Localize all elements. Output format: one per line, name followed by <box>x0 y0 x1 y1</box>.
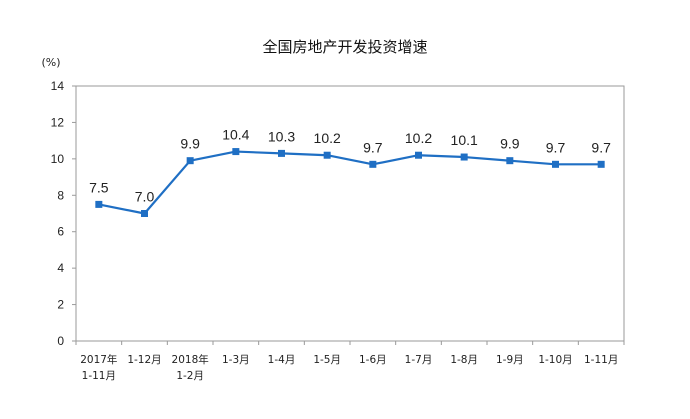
y-tick-label: 8 <box>57 188 64 202</box>
data-point <box>460 153 468 161</box>
data-point <box>278 149 285 157</box>
x-tick-label: 1-5月 <box>313 354 341 366</box>
data-label: 10.4 <box>222 127 249 143</box>
data-label: 7.0 <box>135 189 155 205</box>
x-tick-label: 1-8月 <box>450 354 478 366</box>
x-tick-label: 1-3月 <box>222 354 250 366</box>
y-tick-label: 0 <box>57 334 64 348</box>
x-tick-label: 2017年 <box>80 353 117 366</box>
y-axis-unit: (%) <box>41 56 60 69</box>
chart-title: 全国房地产开发投资增速 <box>262 38 427 56</box>
y-tick-label: 6 <box>57 225 64 239</box>
data-label: 10.2 <box>314 130 341 146</box>
plot-frame <box>75 85 625 342</box>
data-point <box>597 160 605 168</box>
data-label: 10.2 <box>405 130 432 146</box>
data-point <box>186 157 194 165</box>
data-point <box>506 157 514 165</box>
series-line <box>98 150 602 215</box>
data-point <box>95 200 103 208</box>
data-point <box>552 160 559 168</box>
data-label: 9.7 <box>363 139 383 155</box>
x-tick-label: 1-6月 <box>359 354 387 366</box>
data-point <box>323 151 331 159</box>
data-label: 10.1 <box>451 132 478 148</box>
data-label: 9.9 <box>180 136 200 152</box>
plot-area: 0 2 4 6 8 10 12 14 2017年 1-11月 1-12月 2018年 1-2月 1-3月 1… <box>51 79 625 382</box>
x-tick-label: 1-4月 <box>268 354 296 366</box>
data-label: 9.7 <box>546 139 566 155</box>
x-tick-label: 1-11月 <box>584 354 618 366</box>
x-tick-label: 1-2月 <box>176 370 204 382</box>
y-tick-label: 14 <box>51 79 65 93</box>
x-tick-label: 1-12月 <box>127 354 161 366</box>
data-label: 10.3 <box>268 128 295 144</box>
data-point <box>369 160 377 168</box>
y-tick-label: 2 <box>57 298 64 312</box>
data-label: 7.5 <box>89 179 109 195</box>
data-point <box>141 210 148 217</box>
x-tick-label: 1-9月 <box>496 354 524 366</box>
y-tick-label: 10 <box>51 152 65 166</box>
data-label: 9.9 <box>500 136 520 152</box>
data-point <box>415 151 422 159</box>
x-tick-label: 1-11月 <box>82 370 116 382</box>
x-tick-label: 2018年 <box>172 353 209 366</box>
x-tick-label: 1-10月 <box>538 354 572 366</box>
y-tick-label: 12 <box>51 115 65 129</box>
y-tick-label: 4 <box>57 261 64 275</box>
data-label: 9.7 <box>591 139 611 155</box>
data-point <box>232 148 240 156</box>
x-tick-label: 1-7月 <box>405 354 433 366</box>
